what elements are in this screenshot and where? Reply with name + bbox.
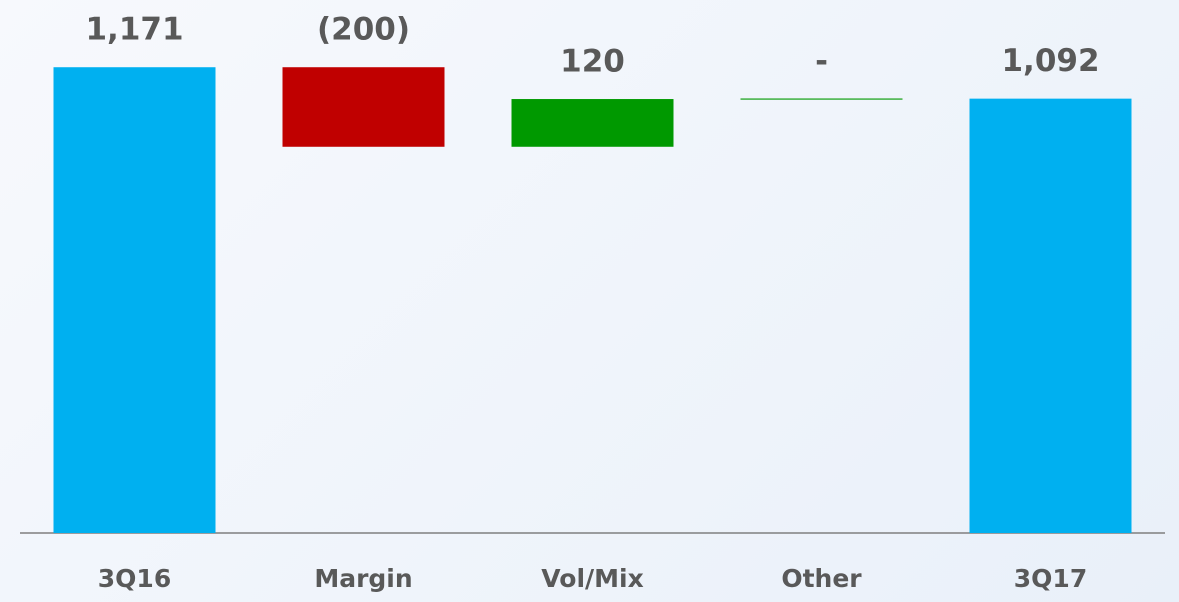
value-label: - [815,44,828,80]
bar [969,98,1132,533]
bar [511,99,674,147]
x-tick-label: 3Q17 [1014,564,1087,593]
value-label: 1,171 [85,12,183,48]
x-tick-label: Other [781,564,862,593]
value-label: (200) [317,12,410,48]
x-tick-label: 3Q16 [98,564,171,593]
value-label: 1,092 [1001,43,1099,79]
value-label: 120 [560,44,625,80]
x-tick-label: Margin [314,564,412,593]
bar [53,67,216,533]
x-tick-label: Vol/Mix [541,564,643,593]
bar [282,67,445,147]
